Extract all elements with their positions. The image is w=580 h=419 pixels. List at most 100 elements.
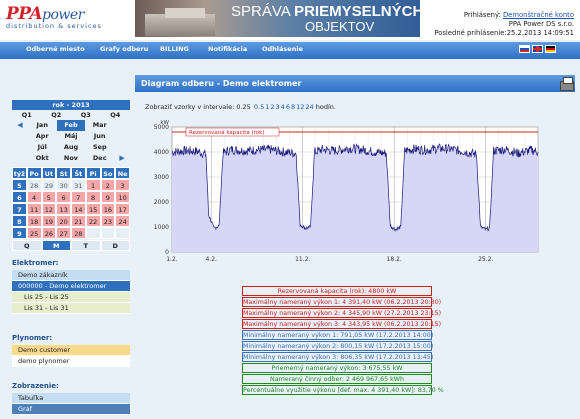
day-cell[interactable]: 29 bbox=[41, 179, 57, 191]
day-cell[interactable]: 3 bbox=[115, 179, 130, 191]
week-number[interactable]: 7 bbox=[12, 203, 27, 215]
interval-link[interactable]: 24 bbox=[305, 103, 314, 111]
flag-sk-icon[interactable] bbox=[519, 45, 530, 53]
day-cell[interactable]: 4 bbox=[26, 191, 42, 203]
day-cell[interactable]: 17 bbox=[115, 203, 130, 215]
day-cell[interactable]: 9 bbox=[100, 191, 116, 203]
stats-row: Priemerný nameraný výkon: 3 675,55 kW bbox=[242, 363, 432, 373]
month-next-arrow-icon bbox=[114, 120, 130, 131]
quarter-q2[interactable]: Q2 bbox=[51, 111, 62, 119]
month-máj[interactable]: Máj bbox=[64, 132, 78, 140]
day-cell[interactable]: 14 bbox=[71, 203, 86, 215]
interval-link[interactable]: 0.5 bbox=[253, 103, 265, 111]
day-cell[interactable]: 30 bbox=[56, 179, 71, 191]
day-cell[interactable]: 15 bbox=[85, 203, 101, 215]
day-cell[interactable]: 21 bbox=[71, 215, 86, 227]
day-cell[interactable]: 28 bbox=[71, 227, 86, 239]
view-table-option[interactable]: Tabuľka bbox=[12, 393, 130, 404]
view-tab-m[interactable]: M bbox=[41, 240, 71, 251]
nav-billing[interactable]: BILLING bbox=[160, 45, 189, 53]
view-tab-t[interactable]: T bbox=[71, 240, 101, 251]
banner-building-roof-image bbox=[165, 8, 205, 18]
day-cell[interactable]: 23 bbox=[100, 215, 116, 227]
flag-gb-icon[interactable] bbox=[532, 45, 543, 53]
day-cell[interactable]: 19 bbox=[41, 215, 57, 227]
day-cell[interactable]: 8 bbox=[85, 191, 101, 203]
day-cell[interactable]: 22 bbox=[85, 215, 101, 227]
month-prev-arrow-icon bbox=[12, 131, 28, 142]
flag-de-icon[interactable] bbox=[545, 45, 556, 53]
view-graph-option[interactable]: Graf bbox=[12, 404, 130, 415]
user-name-link[interactable]: Demonštračné konto bbox=[502, 11, 574, 19]
day-cell[interactable]: 10 bbox=[115, 191, 130, 203]
logo[interactable]: PPApower distribution & services bbox=[6, 4, 102, 30]
view-tab-q[interactable]: Q bbox=[12, 240, 42, 251]
interval-links: 0.51234681224 bbox=[253, 103, 314, 111]
elektromer-meter-selected[interactable]: 000000 - Demo elektromer bbox=[12, 281, 130, 292]
day-cell[interactable]: 7 bbox=[71, 191, 86, 203]
month-jun[interactable]: Jun bbox=[93, 132, 106, 140]
calendar-year[interactable]: rok - 2013 bbox=[12, 100, 130, 110]
plynomer-meter[interactable]: demo plynomer bbox=[12, 356, 130, 367]
printer-icon[interactable] bbox=[560, 77, 574, 91]
day-cell[interactable]: 31 bbox=[71, 179, 86, 191]
nav-grafy-odberu[interactable]: Grafy odberu bbox=[100, 45, 149, 53]
nav-notifikacia[interactable]: Notifikácia bbox=[208, 45, 248, 53]
week-number[interactable]: 9 bbox=[12, 227, 27, 239]
interval-link[interactable]: 12 bbox=[296, 103, 305, 111]
day-cell[interactable]: 18 bbox=[26, 215, 42, 227]
plynomer-title: Plynomer: bbox=[12, 334, 53, 342]
x-tick-label: 18.2. bbox=[387, 256, 402, 263]
interval-link[interactable]: 6 bbox=[285, 103, 290, 111]
interval-link[interactable]: 4 bbox=[280, 103, 285, 111]
series-line bbox=[171, 143, 539, 233]
day-cell[interactable]: 13 bbox=[56, 203, 71, 215]
day-cell[interactable]: 20 bbox=[56, 215, 71, 227]
day-cell[interactable]: 26 bbox=[41, 227, 57, 239]
quarter-q4[interactable]: Q4 bbox=[110, 111, 121, 119]
day-cell[interactable]: 11 bbox=[26, 203, 42, 215]
day-cell[interactable]: 2 bbox=[100, 179, 116, 191]
nav-odhlasenie[interactable]: Odhlásenie bbox=[262, 45, 303, 53]
quarter-q3[interactable]: Q3 bbox=[80, 111, 91, 119]
month-next-arrow-icon[interactable]: ▶ bbox=[119, 154, 125, 162]
month-apr[interactable]: Apr bbox=[35, 132, 49, 140]
month-nov[interactable]: Nov bbox=[63, 154, 79, 162]
month-feb[interactable]: Feb bbox=[56, 120, 86, 131]
day-cell[interactable]: 27 bbox=[56, 227, 71, 239]
month-next-arrow-icon bbox=[114, 131, 130, 142]
user-info: Prihlásený: Demonštračné konto PPA Power… bbox=[434, 11, 574, 38]
day-cell[interactable]: 1 bbox=[85, 179, 101, 191]
month-dec[interactable]: Dec bbox=[92, 154, 107, 162]
elektromer-submeter-lis25[interactable]: Lis 25 - Lis 25 bbox=[12, 292, 130, 303]
day-cell[interactable]: 5 bbox=[41, 191, 57, 203]
interval-link[interactable]: 3 bbox=[275, 103, 280, 111]
nav-odberne-miesto[interactable]: Odberné miesto bbox=[26, 45, 85, 53]
plynomer-customer[interactable]: Demo customer bbox=[12, 345, 130, 356]
month-row: Okt Nov Dec ▶ bbox=[12, 153, 130, 164]
month-prev-arrow-icon[interactable]: ◀ bbox=[17, 121, 23, 129]
interval-link[interactable]: 2 bbox=[270, 103, 275, 111]
view-tab-d[interactable]: D bbox=[100, 240, 130, 251]
month-mar[interactable]: Mar bbox=[92, 121, 107, 129]
elektromer-submeter-lis31[interactable]: Lis 31 - Lis 31 bbox=[12, 303, 130, 314]
day-cell[interactable]: 24 bbox=[115, 215, 130, 227]
month-okt[interactable]: Okt bbox=[35, 154, 49, 162]
interval-link[interactable]: 8 bbox=[290, 103, 296, 111]
day-cell[interactable]: 12 bbox=[41, 203, 57, 215]
week-number[interactable]: 8 bbox=[12, 215, 27, 227]
day-header: Ut bbox=[41, 167, 57, 179]
quarter-q1[interactable]: Q1 bbox=[21, 111, 32, 119]
elektromer-customer[interactable]: Demo zákazník bbox=[12, 270, 130, 281]
day-cell[interactable]: 16 bbox=[100, 203, 116, 215]
day-cell[interactable]: 6 bbox=[56, 191, 71, 203]
day-cell[interactable]: 25 bbox=[26, 227, 42, 239]
month-sep[interactable]: Sep bbox=[92, 143, 107, 151]
interval-link[interactable]: 1 bbox=[265, 103, 270, 111]
day-cell[interactable]: 28 bbox=[26, 179, 42, 191]
month-jan[interactable]: Jan bbox=[36, 121, 48, 129]
month-aug[interactable]: Aug bbox=[63, 143, 79, 151]
week-number[interactable]: 5 bbox=[12, 179, 27, 191]
week-number[interactable]: 6 bbox=[12, 191, 27, 203]
month-júl[interactable]: Júl bbox=[37, 143, 47, 151]
